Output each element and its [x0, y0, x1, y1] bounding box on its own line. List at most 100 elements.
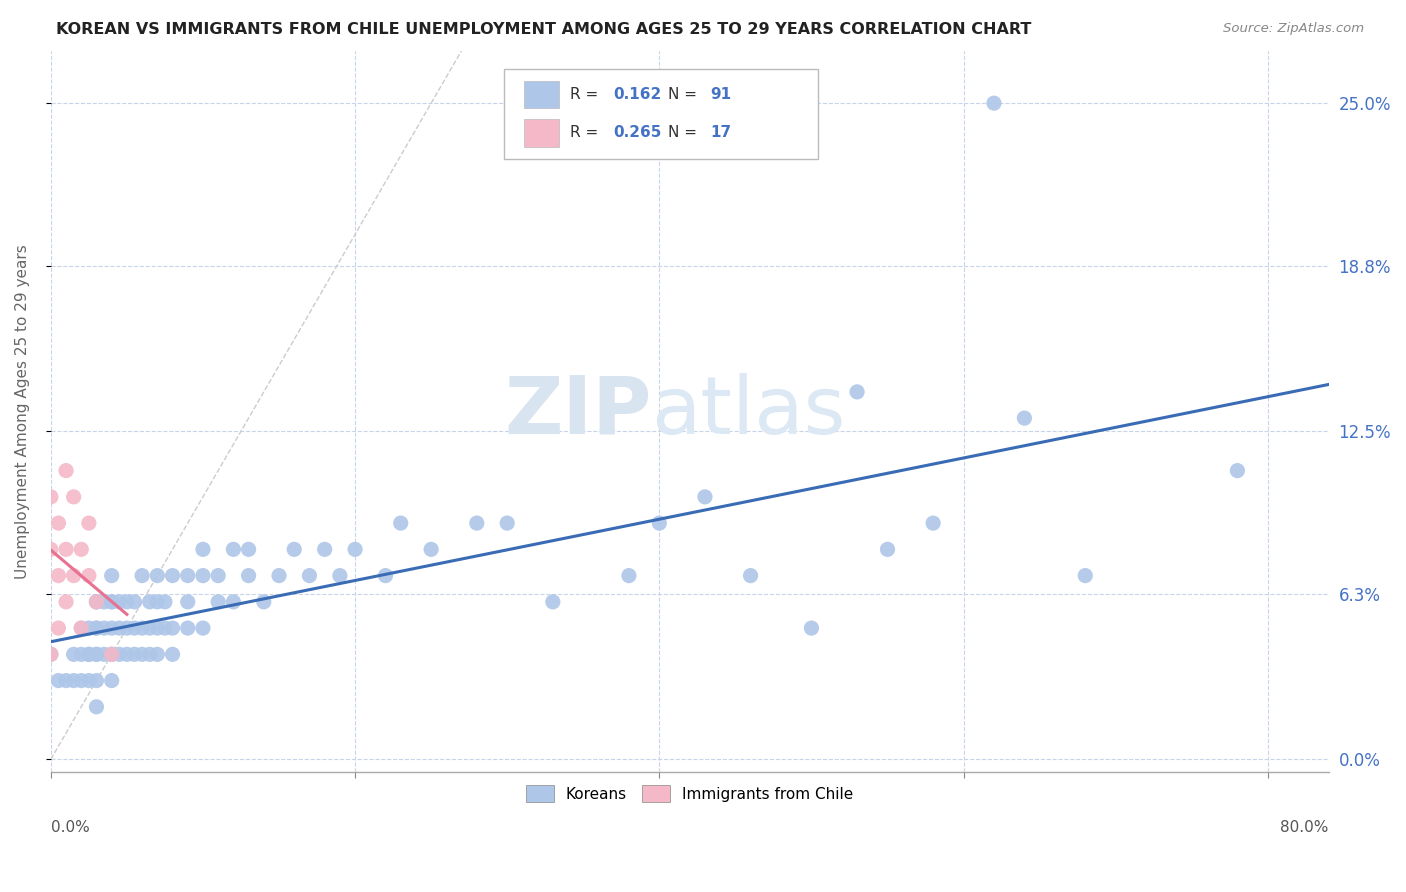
- Text: Source: ZipAtlas.com: Source: ZipAtlas.com: [1223, 22, 1364, 36]
- Point: [177, 568, 200, 582]
- Point: [465, 516, 488, 530]
- Point: [238, 568, 260, 582]
- Point: [93, 621, 115, 635]
- Point: [39, 648, 62, 662]
- Point: [617, 568, 640, 582]
- Point: [267, 568, 290, 582]
- Point: [86, 595, 108, 609]
- Text: 17: 17: [710, 126, 731, 140]
- Point: [77, 568, 100, 582]
- Point: [100, 648, 122, 662]
- Point: [191, 542, 214, 557]
- Legend: Koreans, Immigrants from Chile: Koreans, Immigrants from Chile: [520, 780, 859, 808]
- Point: [922, 516, 945, 530]
- Point: [77, 648, 100, 662]
- Point: [329, 568, 352, 582]
- Point: [86, 648, 108, 662]
- Point: [1014, 411, 1036, 425]
- Point: [124, 595, 146, 609]
- Point: [146, 595, 169, 609]
- Point: [876, 542, 898, 557]
- Point: [70, 621, 93, 635]
- Point: [207, 595, 229, 609]
- Point: [541, 595, 564, 609]
- Point: [108, 648, 131, 662]
- Point: [115, 595, 138, 609]
- Point: [146, 648, 169, 662]
- Point: [39, 490, 62, 504]
- FancyBboxPatch shape: [523, 81, 560, 109]
- Point: [162, 568, 184, 582]
- Point: [800, 621, 823, 635]
- Text: 80.0%: 80.0%: [1281, 820, 1329, 835]
- Point: [62, 568, 84, 582]
- Point: [48, 621, 70, 635]
- Point: [153, 595, 176, 609]
- Point: [1226, 464, 1249, 478]
- Point: [177, 595, 200, 609]
- Point: [191, 621, 214, 635]
- Point: [138, 595, 160, 609]
- Point: [48, 568, 70, 582]
- Point: [138, 648, 160, 662]
- Point: [314, 542, 336, 557]
- Point: [86, 621, 108, 635]
- Point: [62, 490, 84, 504]
- Point: [131, 621, 153, 635]
- Point: [138, 621, 160, 635]
- Point: [162, 648, 184, 662]
- Point: [86, 595, 108, 609]
- Point: [100, 648, 122, 662]
- Point: [93, 595, 115, 609]
- Point: [77, 648, 100, 662]
- Point: [146, 568, 169, 582]
- Point: [496, 516, 519, 530]
- Point: [389, 516, 412, 530]
- Point: [207, 568, 229, 582]
- Point: [131, 568, 153, 582]
- Text: N =: N =: [668, 126, 702, 140]
- Point: [77, 516, 100, 530]
- Point: [283, 542, 305, 557]
- Point: [70, 673, 93, 688]
- Point: [93, 648, 115, 662]
- Point: [48, 673, 70, 688]
- Point: [77, 673, 100, 688]
- Point: [344, 542, 367, 557]
- Point: [374, 568, 396, 582]
- Point: [108, 621, 131, 635]
- Point: [146, 621, 169, 635]
- Point: [48, 516, 70, 530]
- Point: [100, 621, 122, 635]
- Point: [70, 621, 93, 635]
- Text: atlas: atlas: [651, 373, 846, 450]
- Point: [86, 699, 108, 714]
- Point: [124, 621, 146, 635]
- Point: [55, 542, 77, 557]
- Point: [191, 568, 214, 582]
- Point: [86, 595, 108, 609]
- Text: KOREAN VS IMMIGRANTS FROM CHILE UNEMPLOYMENT AMONG AGES 25 TO 29 YEARS CORRELATI: KOREAN VS IMMIGRANTS FROM CHILE UNEMPLOY…: [56, 22, 1032, 37]
- Point: [62, 673, 84, 688]
- Point: [115, 621, 138, 635]
- Point: [846, 384, 869, 399]
- Text: N =: N =: [668, 87, 702, 103]
- Point: [222, 595, 245, 609]
- Point: [131, 648, 153, 662]
- Point: [70, 648, 93, 662]
- Point: [420, 542, 443, 557]
- Point: [740, 568, 762, 582]
- Point: [108, 595, 131, 609]
- FancyBboxPatch shape: [505, 69, 817, 159]
- Point: [983, 96, 1005, 111]
- Text: 91: 91: [710, 87, 731, 103]
- Point: [86, 648, 108, 662]
- Text: 0.0%: 0.0%: [51, 820, 90, 835]
- Point: [648, 516, 671, 530]
- Point: [693, 490, 716, 504]
- Point: [153, 621, 176, 635]
- Text: R =: R =: [569, 126, 603, 140]
- Point: [86, 621, 108, 635]
- Text: 0.265: 0.265: [613, 126, 661, 140]
- Point: [100, 673, 122, 688]
